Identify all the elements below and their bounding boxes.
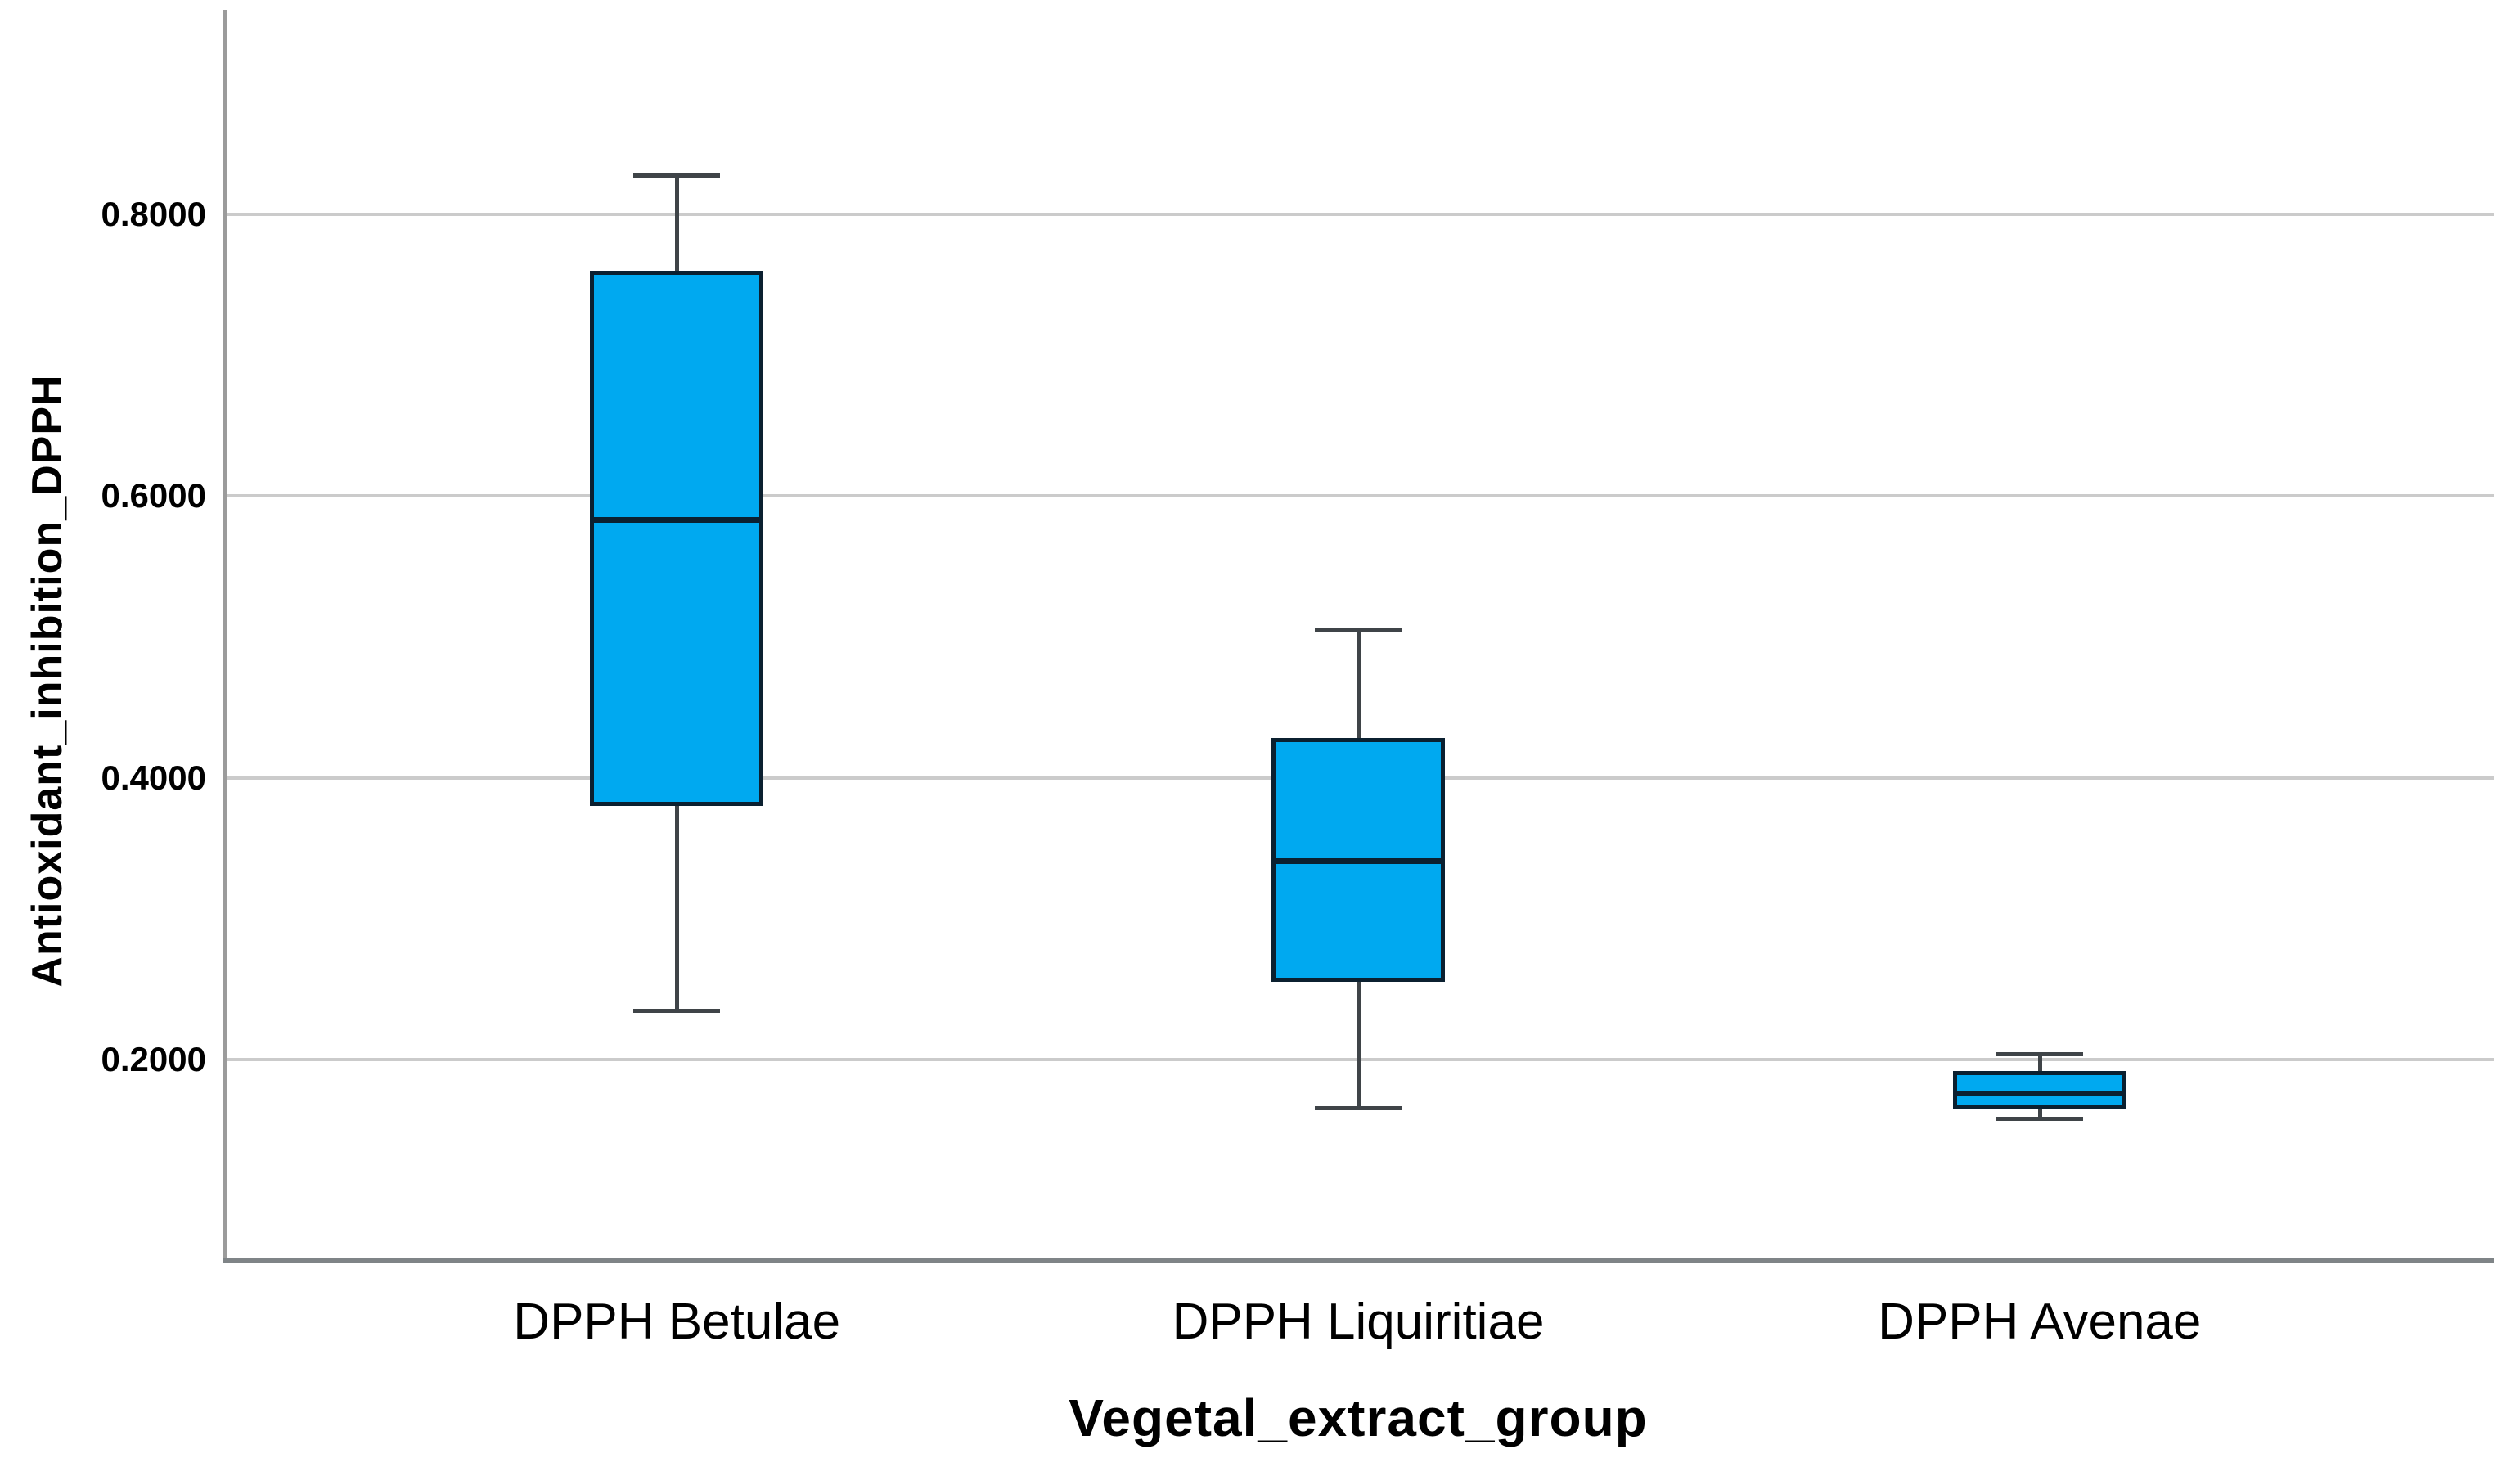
x-axis-title: Vegetal_extract_group — [1069, 1388, 1648, 1447]
x-tick-label-dpph-betulae: DPPH Betulae — [513, 1294, 841, 1350]
x-tick-label-dpph-avenae: DPPH Avenae — [1878, 1294, 2202, 1350]
whisker-upper-dpph-liquiritiae — [1357, 629, 1361, 739]
whisker-lower-dpph-betulae — [675, 806, 680, 1010]
y-axis-line — [223, 10, 227, 1262]
plot-area — [223, 0, 2494, 1263]
y-tick-label-0.4000: 0.4000 — [101, 758, 206, 797]
y-tick-label-0.8000: 0.8000 — [101, 194, 206, 233]
box-dpph-avenae — [1952, 1070, 2126, 1109]
whisker-cap-bottom-dpph-betulae — [633, 1008, 721, 1013]
y-tick-label-0.6000: 0.6000 — [101, 476, 206, 515]
y-axis-title: Antioxidant_inhibition_DPPH — [24, 374, 71, 988]
x-axis-line — [223, 1258, 2494, 1263]
x-tick-label-dpph-liquiritiae: DPPH Liquiritiae — [1172, 1294, 1545, 1350]
whisker-cap-top-dpph-liquiritiae — [1315, 628, 1402, 632]
whisker-lower-dpph-liquiritiae — [1357, 982, 1361, 1108]
whisker-lower-dpph-avenae — [2037, 1109, 2042, 1119]
box-dpph-betulae — [590, 270, 764, 807]
whisker-cap-bottom-dpph-avenae — [1996, 1117, 2083, 1122]
whisker-cap-top-dpph-betulae — [633, 173, 721, 178]
median-dpph-avenae — [1952, 1091, 2126, 1097]
whisker-cap-bottom-dpph-liquiritiae — [1315, 1105, 1402, 1110]
whisker-cap-top-dpph-avenae — [1996, 1052, 2083, 1057]
median-dpph-betulae — [590, 517, 764, 524]
gridline-0.6000 — [226, 494, 2494, 498]
y-tick-label-0.2000: 0.2000 — [101, 1040, 206, 1079]
median-dpph-liquiritiae — [1271, 858, 1445, 865]
gridline-0.8000 — [226, 212, 2494, 216]
whisker-upper-dpph-avenae — [2037, 1054, 2042, 1071]
whisker-upper-dpph-betulae — [675, 174, 680, 271]
